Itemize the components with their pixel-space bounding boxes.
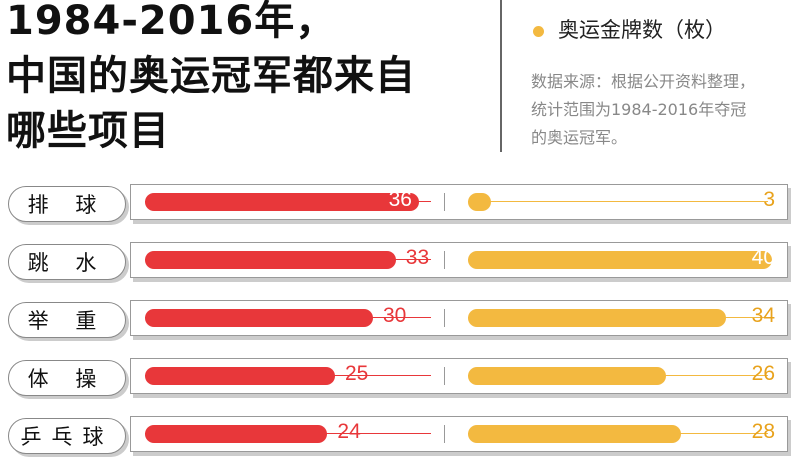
red-value: 33 <box>405 246 430 269</box>
red-value: 24 <box>337 420 361 443</box>
page-title: 1984-2016年， 中国的奥运冠军都来自 哪些项目 <box>6 0 416 159</box>
bar-frame: 33 40 <box>130 242 788 278</box>
red-bar <box>145 251 396 269</box>
separator <box>444 309 445 327</box>
legend-label: 奥运金牌数（枚） <box>558 18 726 42</box>
separator <box>444 425 445 443</box>
separator <box>444 367 445 385</box>
chart-row: 体 操 25 26 <box>0 356 796 396</box>
gold-value: 28 <box>751 420 775 443</box>
chart-row: 举 重 30 34 <box>0 298 796 338</box>
chart-row: 乒乓球 24 28 <box>0 414 796 454</box>
category-label: 乒乓球 <box>8 418 126 454</box>
gold-bar <box>468 309 727 327</box>
legend-gold: 奥运金牌数（枚） <box>533 14 726 44</box>
source-line: 统计范围为1984-2016年夺冠 <box>531 100 747 119</box>
chart-row: 排 球 36 3 <box>0 182 796 222</box>
bar-frame: 24 28 <box>130 416 788 452</box>
source-note: 数据来源：根据公开资料整理， 统计范围为1984-2016年夺冠 的奥运冠军。 <box>531 68 796 152</box>
gold-value: 34 <box>751 304 775 327</box>
bar-frame: 36 3 <box>130 184 788 220</box>
separator <box>444 193 445 211</box>
title-line: 中国的奥运冠军都来自 <box>6 53 416 99</box>
red-bar <box>145 309 373 327</box>
red-bar <box>145 193 419 211</box>
source-line: 的奥运冠军。 <box>531 128 628 147</box>
legend-dot-icon <box>533 25 544 37</box>
red-bar <box>145 367 335 385</box>
red-value: 30 <box>383 304 407 327</box>
divider <box>500 0 502 152</box>
bar-frame: 30 34 <box>130 300 788 336</box>
gold-bar <box>468 425 681 443</box>
title-line: 哪些项目 <box>6 108 170 154</box>
gold-bar <box>468 193 491 211</box>
category-label: 排 球 <box>8 186 126 222</box>
gold-value: 40 <box>751 246 775 269</box>
bar-frame: 25 26 <box>130 358 788 394</box>
gold-guide-line <box>468 201 768 202</box>
category-label: 跳 水 <box>8 244 126 280</box>
red-value: 36 <box>388 188 412 211</box>
red-bar <box>145 425 328 443</box>
gold-bar <box>468 367 666 385</box>
category-label: 举 重 <box>8 302 126 338</box>
red-value: 25 <box>345 362 369 385</box>
gold-bar <box>468 251 772 269</box>
gold-value: 26 <box>751 362 775 385</box>
category-label: 体 操 <box>8 360 126 396</box>
gold-value: 3 <box>763 188 775 211</box>
source-line: 数据来源：根据公开资料整理， <box>531 72 756 91</box>
separator <box>444 251 445 269</box>
chart-row: 跳 水 33 40 <box>0 240 796 280</box>
title-line: 1984-2016年， <box>6 0 337 44</box>
